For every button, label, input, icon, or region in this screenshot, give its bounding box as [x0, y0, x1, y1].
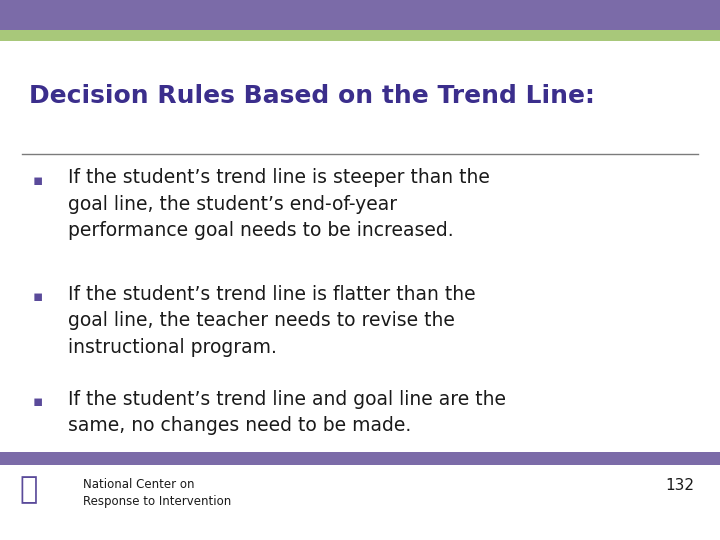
Text: 132: 132	[666, 478, 695, 493]
Text: If the student’s trend line is flatter than the
goal line, the teacher needs to : If the student’s trend line is flatter t…	[68, 285, 476, 356]
Text: ⯈: ⯈	[19, 475, 38, 504]
Text: ▪: ▪	[32, 289, 42, 304]
Text: National Center on
Response to Intervention: National Center on Response to Intervent…	[83, 478, 231, 508]
Text: If the student’s trend line and goal line are the
same, no changes need to be ma: If the student’s trend line and goal lin…	[68, 390, 506, 435]
Text: If the student’s trend line is steeper than the
goal line, the student’s end-of-: If the student’s trend line is steeper t…	[68, 168, 490, 240]
Text: ▪: ▪	[32, 173, 42, 188]
Text: Decision Rules Based on the Trend Line:: Decision Rules Based on the Trend Line:	[29, 84, 595, 107]
Text: ▪: ▪	[32, 394, 42, 409]
